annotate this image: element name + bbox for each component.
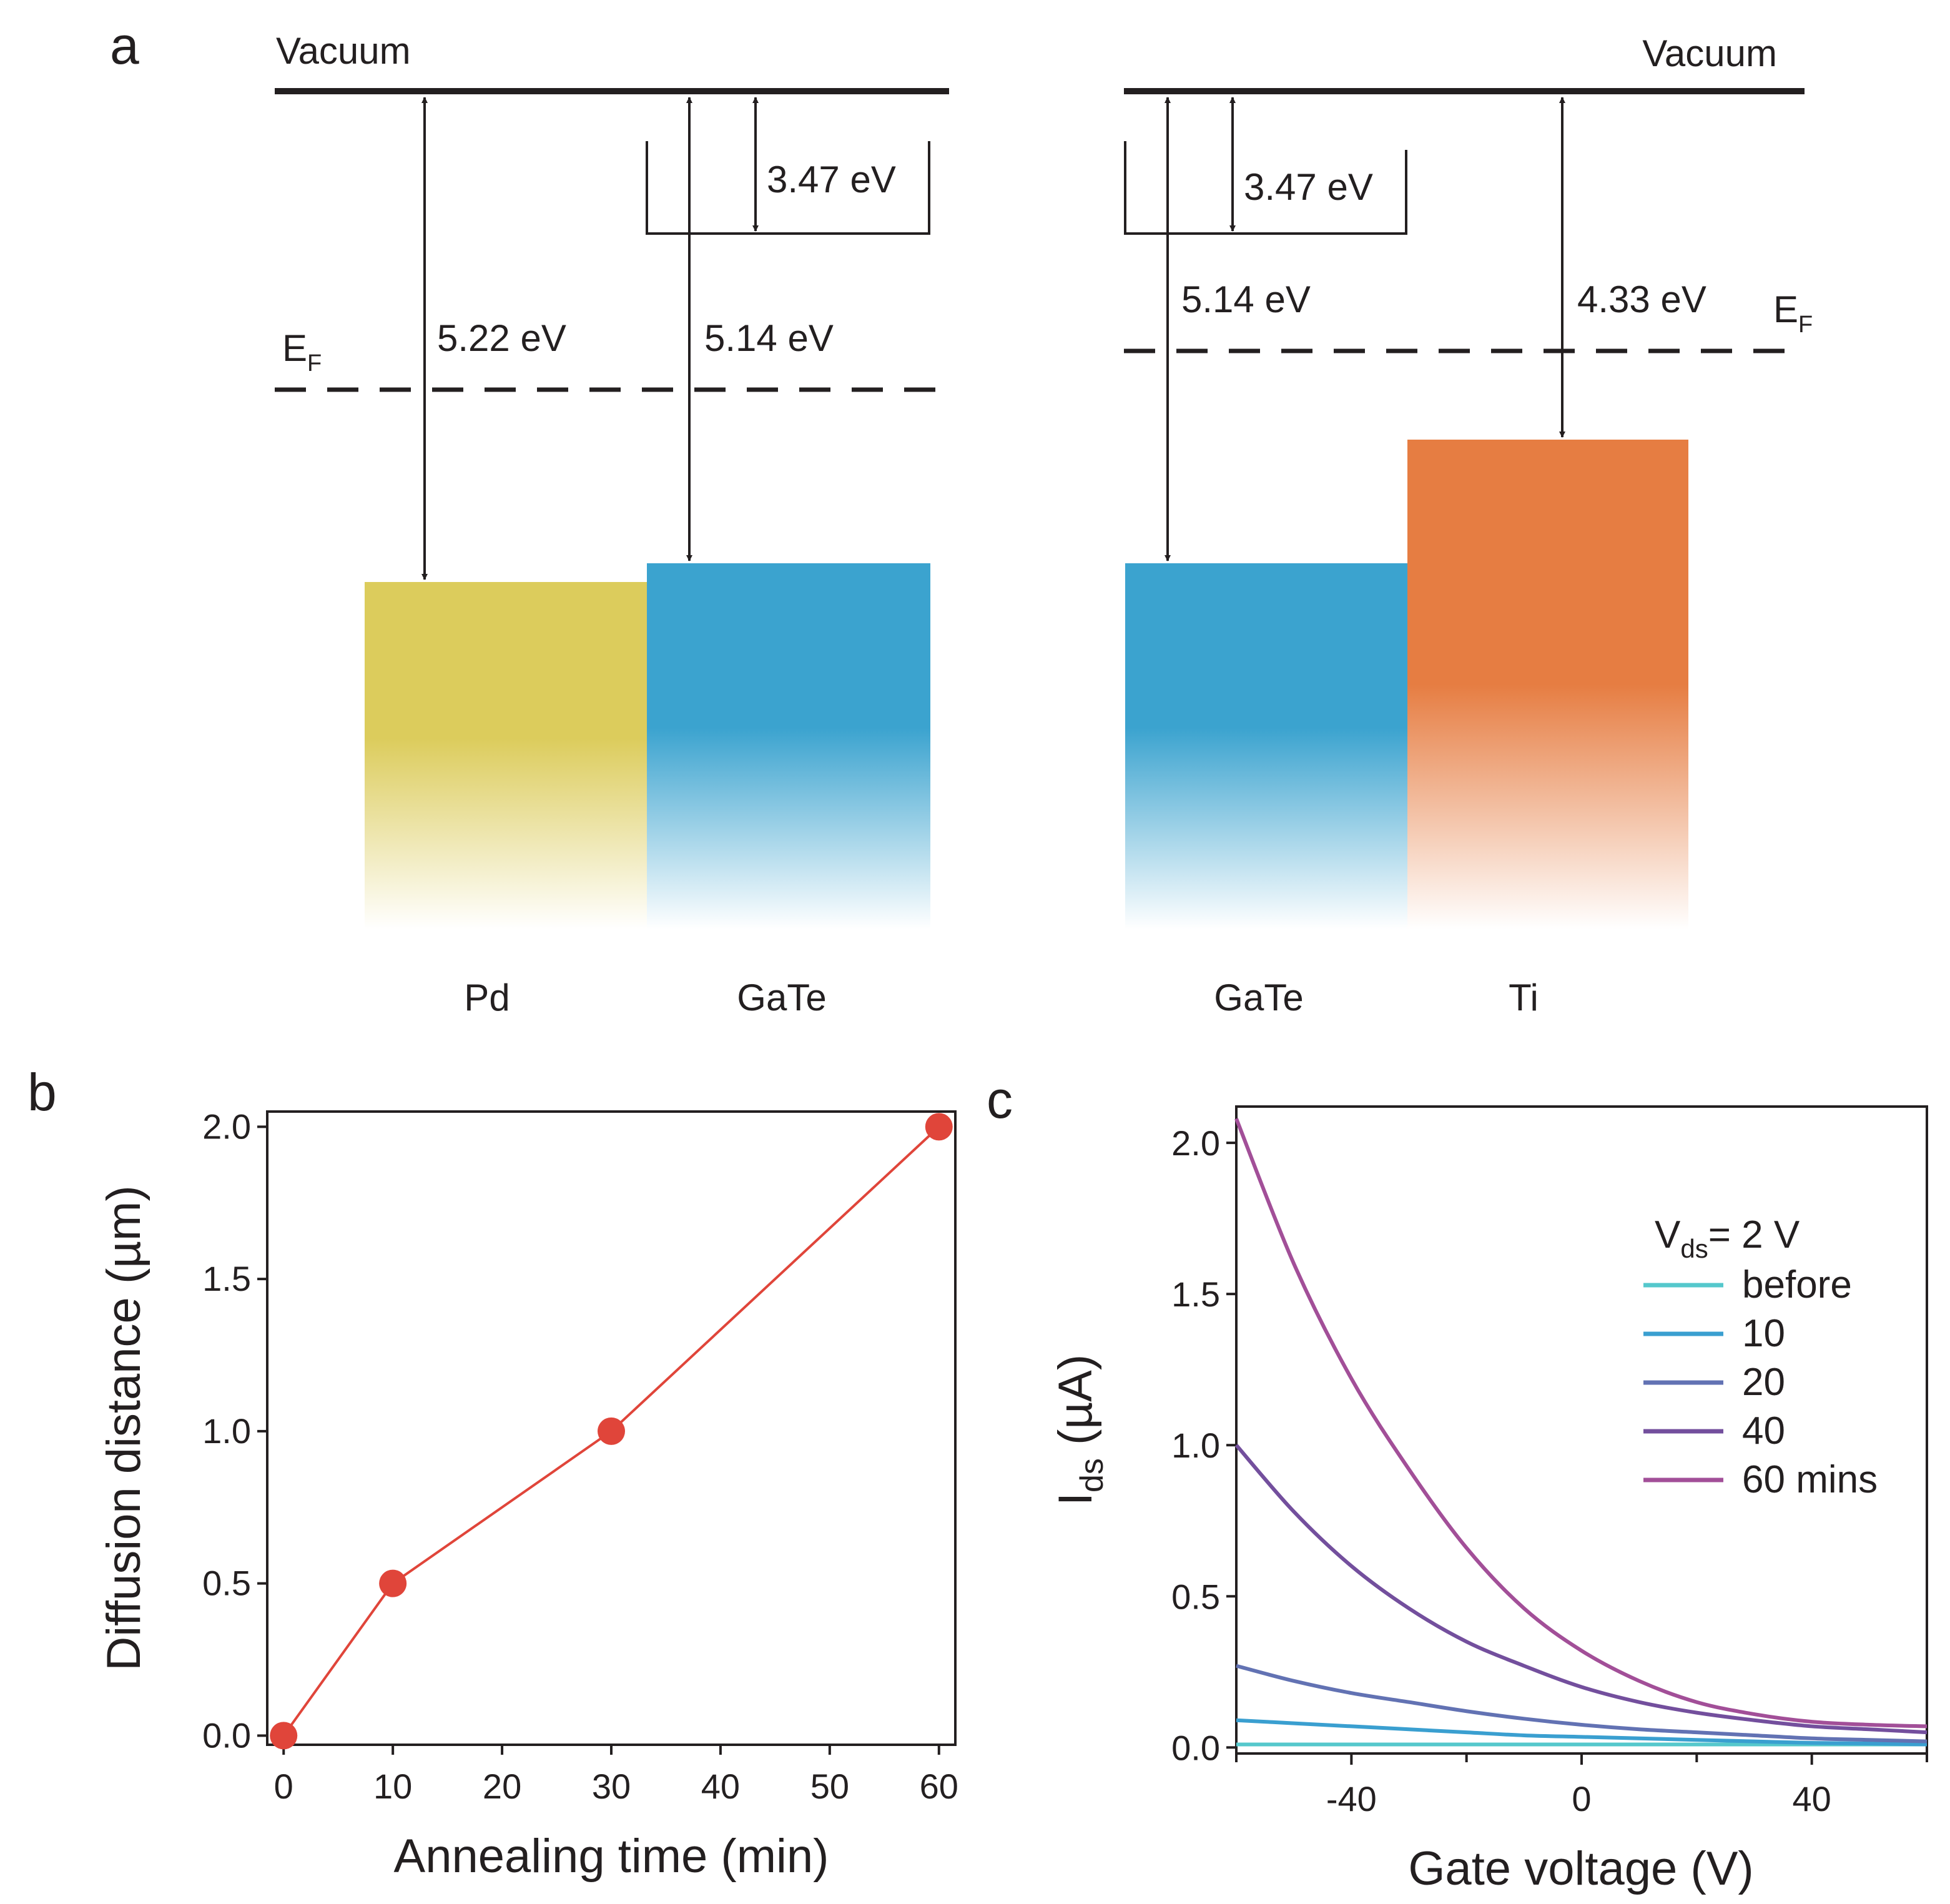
x-tick-label-b: 60 xyxy=(920,1767,958,1806)
diffusion-line xyxy=(282,1125,940,1737)
gate-affinity-bracket-right xyxy=(1124,141,1407,235)
series-line-20 xyxy=(1236,1664,1928,1744)
legend-title-main: V xyxy=(1655,1213,1681,1256)
material-label-pd: Pd xyxy=(464,977,510,1019)
legend-title: Vds= 2 V xyxy=(1655,1213,1800,1263)
fermi-label-right-main: E xyxy=(1773,289,1798,330)
diffusion-point xyxy=(270,1722,298,1750)
y-axis-b: 0.0 0.5 1.0 1.5 2.0 xyxy=(202,1107,267,1755)
y-axis-title-b: Diffusion distance (µm) xyxy=(97,1185,150,1670)
x-axis-b: 0 10 20 30 40 50 60 xyxy=(274,1745,958,1806)
legend-label-10: 10 xyxy=(1742,1312,1785,1355)
diffusion-point xyxy=(379,1569,407,1597)
series-line-60-mins xyxy=(1234,1118,1928,1729)
panel-a: a Vacuum EF 5.22 eV 5.14 eV 3.47 eV Pd G… xyxy=(110,16,1813,1019)
y-tick-label-b: 1.5 xyxy=(202,1259,251,1298)
fermi-label-left: EF xyxy=(282,327,322,377)
gate-workfunction-label-right: 5.14 eV xyxy=(1181,279,1311,320)
y-tick-label-b: 2.0 xyxy=(202,1107,251,1146)
fermi-label-left-main: E xyxy=(282,327,307,369)
y-tick-label-c: 0.0 xyxy=(1171,1728,1220,1767)
vacuum-label-left: Vacuum xyxy=(276,30,411,72)
x-tick-label-c: -40 xyxy=(1326,1779,1377,1818)
y-axis-title-c: Ids (µA) xyxy=(1049,1354,1110,1506)
series-diffusion xyxy=(270,1113,953,1750)
pd-workfunction-label: 5.22 eV xyxy=(437,317,566,359)
series-line-40 xyxy=(1234,1444,1928,1735)
legend-label-20: 20 xyxy=(1742,1361,1785,1404)
series-group-c xyxy=(1234,1118,1928,1747)
legend-c: Vds= 2 V before 10 20 40 60 mins xyxy=(1643,1213,1878,1501)
panel-letter-a: a xyxy=(110,16,139,75)
y-axis-title-c-unit: (µA) xyxy=(1049,1354,1102,1458)
y-axis-title-c-sub: ds xyxy=(1074,1458,1110,1492)
fermi-label-right-sub: F xyxy=(1798,312,1813,338)
band-diagram-right: Vacuum EF 5.14 eV 3.47 eV 4.33 eV GaTe T… xyxy=(1124,32,1813,1019)
x-tick-label-b: 40 xyxy=(701,1767,740,1806)
ti-block xyxy=(1407,440,1688,929)
band-diagram-left: Vacuum EF 5.22 eV 5.14 eV 3.47 eV Pd GaT… xyxy=(275,30,949,1019)
y-tick-label-b: 1.0 xyxy=(202,1411,251,1451)
y-tick-label-c: 0.5 xyxy=(1171,1577,1220,1616)
material-label-ti: Ti xyxy=(1509,977,1539,1019)
panel-letter-c: c xyxy=(987,1070,1013,1129)
panel-letter-b: b xyxy=(27,1063,57,1122)
fermi-label-right: EF xyxy=(1773,289,1813,338)
gate-affinity-label-left: 3.47 eV xyxy=(767,159,896,200)
x-tick-label-b: 10 xyxy=(373,1767,412,1806)
plot-frame-c xyxy=(1235,1105,1928,1755)
panel-b: b 0.0 0.5 1.0 1.5 2.0 0 10 20 30 40 50 60 Annealin… xyxy=(27,1063,958,1883)
series-line-10 xyxy=(1236,1718,1928,1747)
gate-block-left xyxy=(647,563,930,929)
legend-label-before: before xyxy=(1742,1263,1852,1306)
x-tick-label-b: 50 xyxy=(810,1767,849,1806)
material-label-gate-left: GaTe xyxy=(737,977,826,1019)
gate-workfunction-label-left: 5.14 eV xyxy=(704,317,834,359)
y-tick-label-c: 1.0 xyxy=(1171,1426,1220,1465)
gate-affinity-bracket-left xyxy=(646,141,930,235)
legend-label-60-mins: 60 mins xyxy=(1742,1458,1878,1501)
x-tick-label-b: 0 xyxy=(274,1767,293,1806)
vacuum-label-right: Vacuum xyxy=(1642,32,1777,74)
x-axis-c: -40 0 40 xyxy=(1235,1754,1928,1818)
diffusion-point xyxy=(925,1113,953,1141)
material-label-gate-right: GaTe xyxy=(1214,977,1303,1019)
pd-block xyxy=(365,582,647,929)
y-tick-label-b: 0.5 xyxy=(202,1564,251,1603)
y-tick-label-c: 1.5 xyxy=(1171,1275,1220,1314)
x-tick-label-c: 0 xyxy=(1572,1779,1591,1818)
x-tick-label-b: 20 xyxy=(483,1767,521,1806)
legend-label-40: 40 xyxy=(1742,1409,1785,1453)
x-tick-label-b: 30 xyxy=(592,1767,631,1806)
diffusion-point xyxy=(598,1417,625,1445)
legend-title-rest: = 2 V xyxy=(1708,1213,1800,1256)
y-axis-c: 0.0 0.5 1.0 1.5 2.0 xyxy=(1171,1123,1236,1767)
fermi-label-left-sub: F xyxy=(307,350,322,377)
y-tick-label-b: 0.0 xyxy=(202,1715,251,1755)
x-axis-title-b: Annealing time (min) xyxy=(394,1830,829,1883)
y-axis-title-c-main: I xyxy=(1049,1492,1102,1506)
gate-affinity-label-right: 3.47 eV xyxy=(1244,166,1373,208)
panel-c: c 0.00.51.01.52.0 -40 0 40 Vds= 2 V before… xyxy=(987,1070,1928,1895)
gate-block-right xyxy=(1125,563,1407,929)
x-tick-label-c: 40 xyxy=(1793,1779,1831,1818)
x-axis-title-c: Gate voltage (V) xyxy=(1408,1842,1753,1895)
legend-title-sub: ds xyxy=(1680,1234,1708,1263)
ti-workfunction-label: 4.33 eV xyxy=(1577,279,1706,320)
y-tick-label-c: 2.0 xyxy=(1171,1123,1220,1163)
